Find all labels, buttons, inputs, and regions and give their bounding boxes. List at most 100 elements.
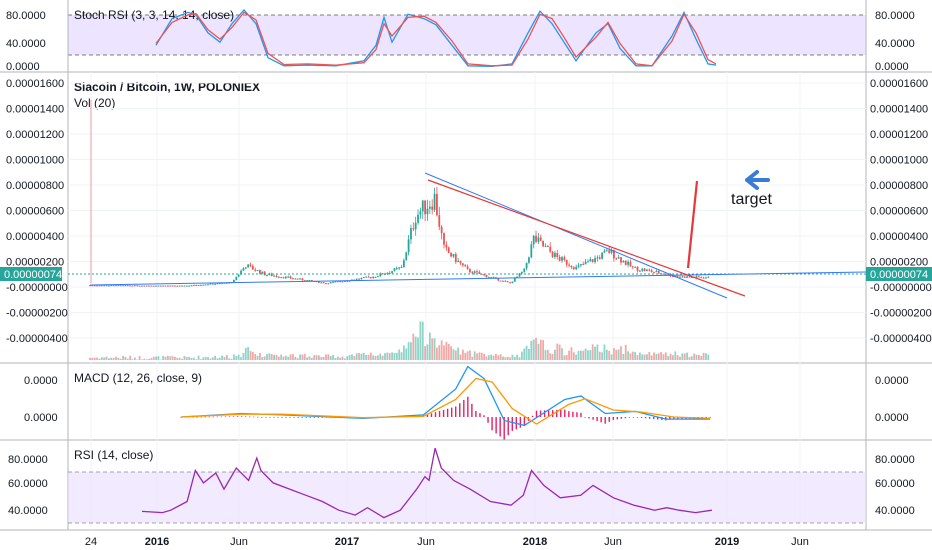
candle-body	[315, 281, 318, 283]
volume-bar	[157, 356, 160, 360]
last-price-label-left: 0.00000074	[4, 269, 62, 281]
volume-bar	[150, 358, 153, 360]
candle-body	[117, 285, 120, 287]
candle-body	[176, 285, 179, 287]
macd-hist-bar	[503, 417, 505, 440]
volume-bar	[495, 353, 497, 360]
candle-body	[502, 280, 504, 282]
candle-body	[428, 206, 431, 209]
macd-hist-bar	[438, 411, 441, 417]
candle-body	[254, 269, 257, 271]
candle-body	[544, 246, 547, 248]
support-trendline[interactable]	[89, 271, 867, 286]
candle-body	[150, 285, 153, 287]
candle-body	[395, 268, 398, 270]
volume-bar	[471, 356, 474, 360]
candle-body	[648, 269, 651, 271]
macd-hist-bar	[471, 403, 473, 417]
candle-body	[433, 193, 436, 210]
candle-body	[400, 267, 403, 269]
volume-bar	[546, 349, 549, 360]
volume-bar	[447, 343, 450, 360]
candle-body	[325, 283, 327, 285]
candle-body	[504, 280, 507, 282]
macd-hist-bar	[511, 417, 513, 431]
target-projection-line[interactable]	[686, 180, 699, 269]
macd-hist-bar	[652, 417, 655, 420]
macd-hist-bar	[208, 416, 210, 418]
volume-bar	[126, 358, 129, 360]
candle-body	[369, 277, 372, 279]
candle-body	[702, 277, 705, 279]
candle-body	[641, 268, 644, 271]
macd-hist-bar	[430, 413, 433, 417]
macd-hist-bar	[216, 416, 219, 418]
volume-bar	[107, 358, 110, 360]
candle-body	[653, 271, 655, 273]
volume-bar	[589, 350, 592, 360]
candle-body	[707, 276, 710, 278]
volume-bar	[185, 357, 188, 360]
macd-lines-line-1	[180, 377, 711, 425]
macd-hist-bar	[297, 417, 299, 418]
volume-bar	[433, 338, 436, 360]
volume-bar	[443, 345, 445, 360]
volume-bar	[469, 350, 471, 360]
rsi-ytick-60-left: 60.0000	[8, 478, 48, 490]
volume-bar	[648, 351, 651, 360]
candle-body	[445, 244, 448, 248]
volume-bar	[322, 356, 325, 360]
candle-body	[225, 282, 228, 284]
volume-bar	[679, 356, 681, 360]
candle-body	[664, 274, 667, 276]
volume-bar	[587, 350, 589, 360]
volume-bar	[643, 354, 646, 360]
macd-hist-bar	[196, 416, 198, 418]
volume-bar	[174, 356, 176, 360]
candle-body	[525, 262, 528, 269]
candle-body	[183, 285, 186, 287]
candle-body	[159, 285, 162, 287]
candle-body	[89, 285, 91, 287]
volume-bar	[221, 355, 224, 360]
stoch-ytick-40: 40.0000	[875, 38, 915, 50]
candle-body	[436, 193, 438, 216]
macd-ytick-lower: 0.0000	[875, 412, 909, 424]
macd-hist-bar	[596, 417, 598, 422]
macd-series-group	[180, 365, 711, 427]
volume-bar	[112, 357, 115, 360]
volume-bar	[138, 355, 141, 360]
candle-body	[270, 273, 273, 277]
x-tick-8: Jun	[791, 536, 809, 548]
candle-body	[240, 270, 242, 275]
candle-body	[346, 280, 349, 282]
volume-bar	[310, 357, 313, 360]
volume-bar	[374, 355, 377, 360]
volume-bar	[346, 356, 349, 360]
upper-trendline-blue[interactable]	[424, 172, 728, 299]
price-ytick-right-8: -0.00000000	[870, 282, 932, 294]
candle-body	[589, 259, 592, 262]
candle-body	[358, 278, 360, 280]
macd-hist-bar	[212, 416, 215, 418]
candle-body	[115, 285, 117, 287]
candle-body	[318, 281, 320, 283]
candle-body	[166, 285, 169, 287]
volume-bar	[438, 345, 441, 360]
volume-bar	[667, 356, 670, 360]
volume-bar	[492, 355, 495, 360]
rsi-series-group	[141, 448, 712, 519]
macd-ytick-upper: 0.0000	[875, 375, 909, 387]
candle-body	[244, 267, 247, 269]
candle-body	[638, 270, 641, 272]
macd-hist-bar	[657, 417, 659, 420]
candle-body	[164, 285, 167, 287]
upper-trendline-red[interactable]	[427, 179, 746, 297]
candle-body	[299, 278, 301, 280]
volume-bar	[313, 355, 316, 360]
volume-bar	[339, 357, 342, 360]
candle-body	[110, 285, 113, 287]
candle-body	[105, 285, 108, 287]
price-ytick-left-1: 0.00001400	[6, 104, 64, 116]
